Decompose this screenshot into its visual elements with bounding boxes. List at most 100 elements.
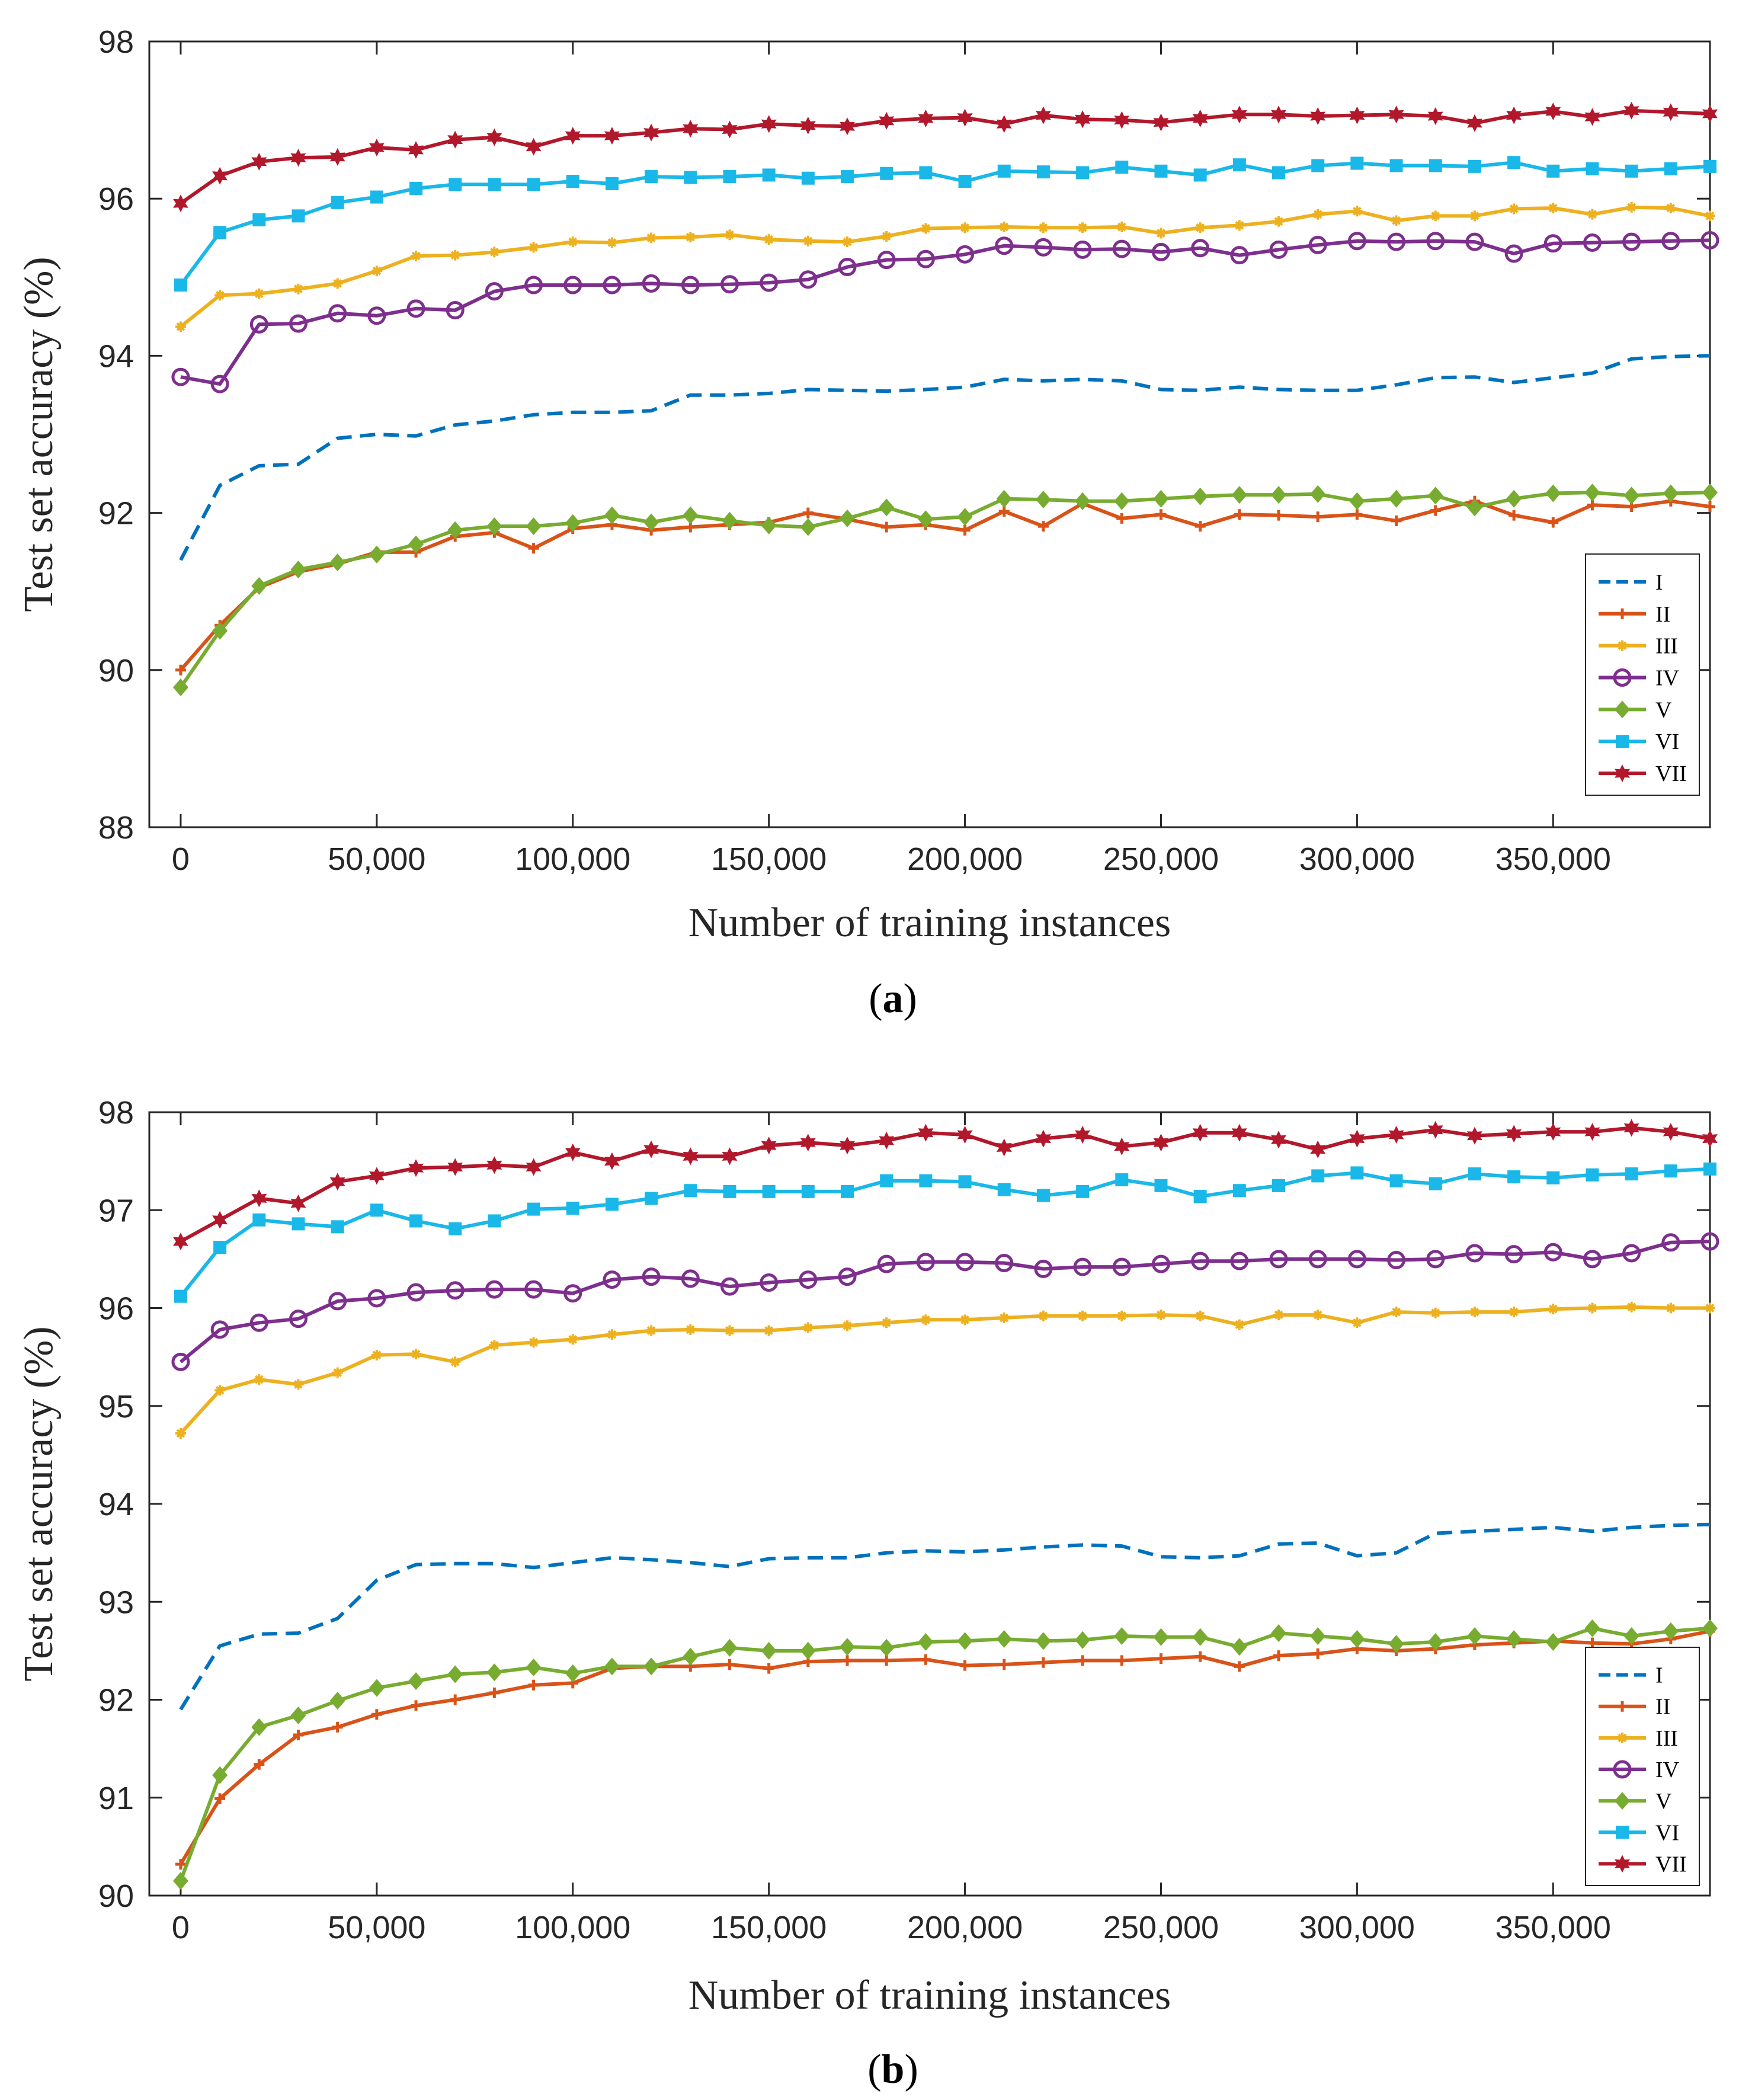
legend-entry-II: II [1599, 1695, 1670, 1720]
data-point-IV [838, 1267, 857, 1286]
data-point-IV [171, 367, 190, 386]
data-point-III [1116, 221, 1128, 232]
legend-label-III: III [1655, 1726, 1678, 1751]
data-point-IV [1347, 232, 1366, 251]
data-point-V [1623, 1627, 1639, 1646]
series-group-b [171, 1119, 1719, 1890]
data-point-VI [566, 1201, 579, 1215]
series-IV [171, 1232, 1719, 1371]
data-point-IV [1308, 1250, 1327, 1269]
data-point-IV [838, 258, 857, 277]
x-axis-title-a: Number of training instances [688, 900, 1171, 946]
data-point-IV [681, 1269, 700, 1288]
data-point-VI [292, 209, 305, 223]
data-point-VII [1545, 1123, 1561, 1141]
data-point-III [1273, 216, 1285, 227]
data-point-IV [877, 251, 896, 270]
legend-label-II: II [1655, 1695, 1670, 1720]
data-point-V [604, 506, 620, 524]
data-point-V [369, 545, 385, 564]
data-point-VI [1193, 168, 1207, 182]
data-point-II [1509, 510, 1520, 521]
data-point-VI [213, 226, 227, 239]
data-point-VI [174, 1289, 187, 1303]
data-point-VII [1153, 113, 1169, 132]
data-point-IV [1504, 244, 1523, 263]
data-point-IV [603, 1270, 622, 1289]
data-point-V [1310, 485, 1326, 503]
data-point-IV [1073, 1257, 1092, 1276]
data-point-VII [800, 1134, 816, 1152]
data-point-VII [1231, 105, 1247, 124]
data-point-III [1273, 1310, 1285, 1321]
legend-marker-II [1617, 608, 1628, 619]
data-point-VII [1271, 1131, 1286, 1149]
legend-label-IV: IV [1655, 1758, 1680, 1782]
data-point-VII [1349, 1129, 1365, 1148]
data-point-IV [877, 1254, 896, 1273]
data-point-III [332, 278, 343, 289]
data-point-III [175, 321, 186, 332]
data-point-III [724, 229, 735, 241]
panel-letter-b: b [882, 2047, 905, 2092]
data-point-VI [1272, 166, 1286, 180]
y-tick-label: 98 [98, 1095, 134, 1131]
data-point-VII [251, 1189, 267, 1208]
data-point-III [1077, 1310, 1088, 1321]
data-point-II [842, 1655, 853, 1666]
y-tick-label: 95 [98, 1389, 134, 1424]
data-point-VII [683, 120, 699, 138]
data-point-V [369, 1679, 385, 1697]
legend-marker-III [1617, 640, 1628, 651]
series-line-V [179, 491, 1711, 689]
data-point-III [802, 235, 814, 247]
data-point-VII [369, 1167, 385, 1185]
data-point-VII [1584, 108, 1600, 126]
data-point-VII [957, 108, 973, 127]
data-point-III [1352, 1317, 1363, 1328]
data-point-III [1509, 203, 1520, 215]
data-point-III [528, 242, 539, 253]
data-point-VII [1427, 107, 1443, 125]
x-tick-label: 300,000 [1299, 1910, 1415, 1945]
y-tick-label: 92 [98, 1683, 134, 1718]
series-IV [171, 231, 1719, 393]
data-point-V [447, 1665, 463, 1683]
data-point-II [411, 1700, 422, 1711]
data-point-V [329, 1692, 345, 1710]
data-point-V [212, 622, 228, 640]
data-point-VI [370, 190, 383, 204]
data-point-VII [1663, 1123, 1679, 1141]
data-point-VI [566, 175, 579, 188]
data-point-III [450, 1356, 461, 1368]
data-point-V [722, 511, 738, 530]
data-point-VII [329, 1173, 345, 1191]
data-point-VII [173, 1233, 188, 1251]
data-point-V [1466, 498, 1482, 517]
data-point-II [1391, 515, 1402, 526]
data-point-VII [1506, 1125, 1522, 1143]
data-point-III [1312, 1310, 1324, 1321]
data-point-III [1194, 222, 1206, 233]
data-point-VII [918, 109, 934, 127]
data-point-VII [761, 1137, 777, 1155]
y-axis-title-a: Test set accuracy (%) [16, 257, 62, 612]
data-point-VI [1076, 166, 1090, 180]
data-point-V [1192, 487, 1208, 505]
data-point-VII [486, 1156, 502, 1174]
legend-entry-V: V [1599, 697, 1672, 722]
data-point-VII [408, 141, 424, 159]
data-point-V [1271, 1624, 1287, 1643]
legend-marker-VI [1616, 735, 1629, 748]
data-point-III [1352, 206, 1363, 217]
data-point-V [1545, 484, 1561, 502]
legend-marker-IV [1613, 668, 1632, 687]
data-point-II [724, 1659, 735, 1670]
data-point-VII [643, 123, 659, 142]
series-VII [173, 101, 1718, 213]
data-point-IV [1622, 1244, 1641, 1263]
data-point-IV [1661, 232, 1680, 251]
data-point-VII [996, 1138, 1012, 1157]
data-point-II [1705, 501, 1715, 512]
data-point-V [1153, 489, 1169, 508]
